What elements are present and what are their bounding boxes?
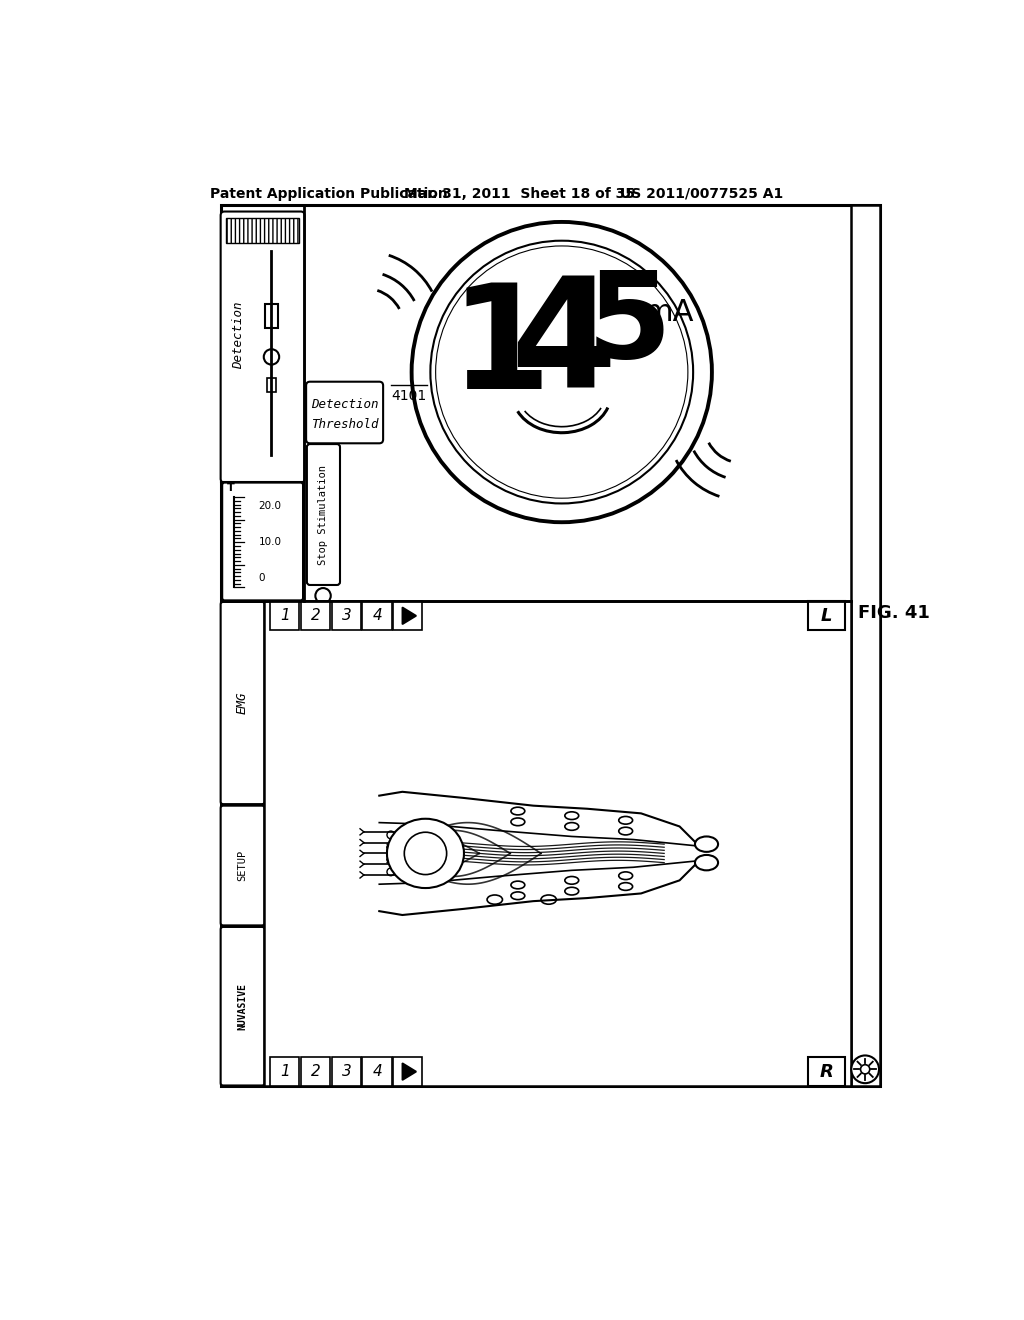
Bar xyxy=(332,601,360,631)
Text: 1: 1 xyxy=(450,279,551,420)
FancyBboxPatch shape xyxy=(220,602,264,804)
Text: 1: 1 xyxy=(281,609,290,623)
Bar xyxy=(270,601,299,631)
Ellipse shape xyxy=(387,818,464,888)
Ellipse shape xyxy=(565,812,579,820)
Circle shape xyxy=(851,1056,879,1084)
Bar xyxy=(362,601,391,631)
Circle shape xyxy=(387,832,394,838)
Ellipse shape xyxy=(511,892,524,900)
Bar xyxy=(267,378,276,392)
Bar xyxy=(221,601,264,1086)
Polygon shape xyxy=(402,607,416,624)
Text: 4: 4 xyxy=(510,271,616,420)
Text: Threshold: Threshold xyxy=(311,418,379,430)
Bar xyxy=(393,601,422,631)
FancyBboxPatch shape xyxy=(220,805,264,925)
Text: 4101: 4101 xyxy=(391,389,426,404)
Bar xyxy=(362,1057,391,1086)
Circle shape xyxy=(430,240,693,503)
Text: 5: 5 xyxy=(587,265,672,383)
Bar xyxy=(393,1057,422,1086)
Text: Mar. 31, 2011  Sheet 18 of 35: Mar. 31, 2011 Sheet 18 of 35 xyxy=(403,187,635,201)
Bar xyxy=(270,1057,299,1086)
Ellipse shape xyxy=(618,828,633,836)
Ellipse shape xyxy=(565,822,579,830)
Circle shape xyxy=(860,1065,869,1074)
Text: 4: 4 xyxy=(373,609,383,623)
Text: 3: 3 xyxy=(342,1064,352,1080)
Text: 0: 0 xyxy=(258,573,265,583)
FancyBboxPatch shape xyxy=(306,381,383,444)
Text: 20.0: 20.0 xyxy=(258,502,282,511)
Ellipse shape xyxy=(565,876,579,884)
Text: 10.0: 10.0 xyxy=(258,537,282,548)
Bar xyxy=(808,1057,845,1086)
Circle shape xyxy=(435,246,688,498)
Text: 2: 2 xyxy=(311,1064,321,1080)
Bar xyxy=(264,304,279,329)
Bar xyxy=(301,1057,330,1086)
Bar xyxy=(264,601,851,1086)
Bar xyxy=(851,205,880,1086)
Text: L: L xyxy=(821,607,833,624)
Text: FIG. 41: FIG. 41 xyxy=(858,603,931,622)
Ellipse shape xyxy=(618,873,633,879)
Circle shape xyxy=(387,855,394,863)
Ellipse shape xyxy=(565,887,579,895)
Text: 1: 1 xyxy=(281,1064,290,1080)
Circle shape xyxy=(387,869,394,875)
Bar xyxy=(301,601,330,631)
Text: Stop Stimulation: Stop Stimulation xyxy=(318,465,328,565)
Ellipse shape xyxy=(511,882,524,888)
Ellipse shape xyxy=(695,855,718,870)
Text: T: T xyxy=(226,483,234,492)
FancyBboxPatch shape xyxy=(220,211,304,483)
Text: US 2011/0077525 A1: US 2011/0077525 A1 xyxy=(621,187,783,201)
Text: 2: 2 xyxy=(311,609,321,623)
Ellipse shape xyxy=(695,837,718,851)
Bar xyxy=(332,1057,360,1086)
Ellipse shape xyxy=(618,817,633,824)
Text: EMG: EMG xyxy=(236,692,249,714)
FancyBboxPatch shape xyxy=(220,927,264,1085)
Circle shape xyxy=(315,589,331,603)
Text: Detection: Detection xyxy=(311,397,379,411)
Text: mA: mA xyxy=(643,297,693,326)
Circle shape xyxy=(412,222,712,523)
Polygon shape xyxy=(402,1063,416,1080)
Text: 3: 3 xyxy=(342,609,352,623)
Text: Patent Application Publication: Patent Application Publication xyxy=(210,187,447,201)
Bar xyxy=(221,205,880,1086)
Text: 4: 4 xyxy=(373,1064,383,1080)
FancyBboxPatch shape xyxy=(222,483,303,601)
Text: R: R xyxy=(819,1063,834,1081)
Ellipse shape xyxy=(541,895,556,904)
Ellipse shape xyxy=(511,808,524,814)
Ellipse shape xyxy=(618,883,633,891)
Ellipse shape xyxy=(511,818,524,826)
Circle shape xyxy=(264,350,280,364)
Circle shape xyxy=(387,843,394,851)
FancyBboxPatch shape xyxy=(307,444,340,585)
Text: NUVASIVE: NUVASIVE xyxy=(238,982,247,1030)
Text: Detection: Detection xyxy=(231,302,245,370)
Ellipse shape xyxy=(404,832,446,875)
Ellipse shape xyxy=(487,895,503,904)
Bar xyxy=(808,601,845,631)
Bar xyxy=(226,218,299,243)
Text: SETUP: SETUP xyxy=(238,850,247,882)
